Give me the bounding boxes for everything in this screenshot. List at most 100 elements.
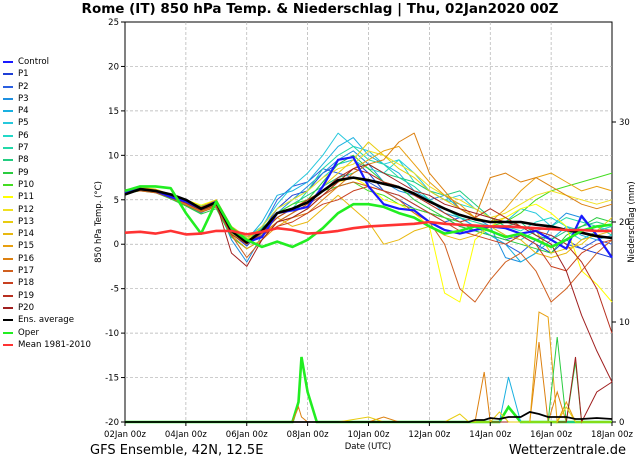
legend-label: P1 [18, 69, 29, 80]
legend-label: P20 [18, 302, 35, 313]
legend-swatch [3, 270, 13, 273]
y2-tick-label: 10 [619, 318, 630, 328]
legend-label: P3 [18, 93, 29, 104]
legend-item-p6: P6 [3, 130, 115, 142]
legend-item-p13: P13 [3, 216, 115, 228]
legend-label: P15 [18, 241, 35, 252]
x-tick-label: 18Jan 00z [591, 430, 633, 440]
y-tick-label: 10 [108, 151, 119, 161]
legend-item-p10: P10 [3, 179, 115, 191]
legend-swatch [3, 257, 13, 260]
y-tick-label: -20 [105, 418, 119, 428]
legend-item-control: Control [3, 56, 115, 68]
legend-item-mean-1981-2010: Mean 1981-2010 [3, 339, 115, 351]
y-tick-label: -10 [105, 329, 119, 339]
legend-item-p15: P15 [3, 240, 115, 252]
legend-label: P12 [18, 204, 35, 215]
legend-label: P4 [18, 106, 29, 117]
legend-item-p16: P16 [3, 253, 115, 265]
axes: 25 20 15 10 5 0 -5 -10 -15 -20 02Jan 00z 04Jan 00z 0… [104, 18, 633, 440]
source-credit: Wetterzentrale.de [508, 443, 626, 458]
legend-swatch [3, 343, 13, 346]
legend: Control P1 P2 P3 P4 P5 P6 P7 P8 P9 P10 P11 P12 P13 P14… [3, 56, 115, 351]
x-tick-label: 12Jan 00z [408, 430, 450, 440]
y2-tick-label: 20 [619, 218, 630, 228]
legend-item-p7: P7 [3, 142, 115, 154]
legend-swatch [3, 220, 13, 223]
legend-item-p12: P12 [3, 204, 115, 216]
legend-swatch [3, 134, 13, 137]
legend-swatch [3, 282, 13, 285]
y-axis-label: 850 hPa Temp. (°C) [94, 181, 104, 263]
x-tick-label: 08Jan 00z [287, 430, 329, 440]
legend-label: P18 [18, 278, 35, 289]
legend-swatch [3, 73, 13, 76]
legend-swatch [3, 171, 13, 174]
legend-swatch [3, 208, 13, 211]
legend-item-p1: P1 [3, 68, 115, 80]
y-tick-label: 25 [108, 18, 119, 28]
legend-item-p20: P20 [3, 302, 115, 314]
x-tick-label: 04Jan 00z [165, 430, 207, 440]
legend-label: P9 [18, 167, 29, 178]
legend-item-p9: P9 [3, 167, 115, 179]
legend-item-p18: P18 [3, 277, 115, 289]
legend-swatch [3, 110, 13, 113]
y2-tick-label: 0 [619, 418, 624, 428]
series-line-p19 [124, 168, 613, 334]
y-tick-label: 15 [108, 107, 119, 117]
legend-swatch [3, 233, 13, 236]
temperature-series [124, 132, 613, 383]
y-tick-label: 20 [108, 62, 119, 72]
legend-item-p19: P19 [3, 290, 115, 302]
legend-label: P2 [18, 81, 29, 92]
legend-item-oper: Oper [3, 327, 115, 339]
legend-item-ens-average: Ens. average [3, 314, 115, 326]
series-line-ens-average [124, 176, 613, 244]
model-info: GFS Ensemble, 42N, 12.5E [90, 443, 264, 458]
series-line-mean-1981-2010 [124, 220, 612, 236]
legend-label: P11 [18, 192, 35, 203]
legend-swatch [3, 122, 13, 125]
legend-item-p3: P3 [3, 93, 115, 105]
legend-label: P8 [18, 155, 29, 166]
legend-label: Control [18, 57, 50, 67]
legend-swatch [3, 85, 13, 88]
x-tick-label: 06Jan 00z [226, 430, 268, 440]
legend-label: P10 [18, 179, 35, 190]
legend-swatch [3, 319, 13, 322]
legend-swatch [3, 61, 13, 63]
legend-label: P5 [18, 118, 29, 129]
legend-swatch [3, 196, 13, 199]
legend-label: P19 [18, 290, 35, 301]
y2-axis-label: Niederschlag (mm) [627, 181, 637, 262]
legend-swatch [3, 147, 13, 150]
x-tick-label: 10Jan 00z [348, 430, 390, 440]
legend-item-p14: P14 [3, 228, 115, 240]
legend-item-p17: P17 [3, 265, 115, 277]
legend-label: Ens. average [18, 315, 74, 326]
legend-swatch [3, 306, 13, 309]
legend-swatch [3, 245, 13, 248]
series-line-oper [124, 185, 613, 249]
y2-tick-label: 30 [619, 118, 630, 128]
x-tick-label: 14Jan 00z [469, 430, 511, 440]
legend-label: P17 [18, 266, 35, 277]
legend-label: P16 [18, 253, 35, 264]
legend-item-p2: P2 [3, 81, 115, 93]
y-tick-label: 5 [114, 196, 119, 206]
legend-label: P13 [18, 216, 35, 227]
legend-item-p11: P11 [3, 191, 115, 203]
legend-label: P6 [18, 130, 29, 141]
y-tick-label: -15 [105, 374, 119, 384]
legend-swatch [3, 97, 13, 100]
precip-line-ens-average [125, 411, 613, 423]
series-line-p15 [124, 145, 613, 250]
y-tick-label: 0 [114, 240, 119, 250]
x-axis-label: Date (UTC) [345, 442, 392, 452]
legend-swatch [3, 159, 13, 162]
series-line-p9 [124, 154, 613, 254]
x-tick-label: 16Jan 00z [530, 430, 572, 440]
legend-item-p4: P4 [3, 105, 115, 117]
